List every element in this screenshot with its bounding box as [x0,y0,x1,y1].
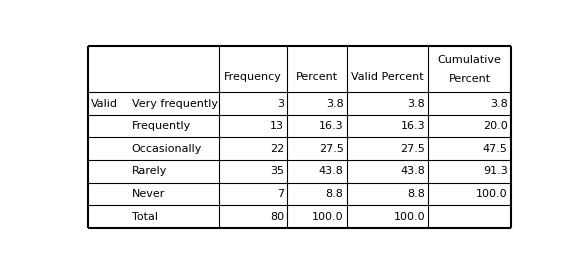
Text: 35: 35 [270,167,284,176]
Text: 100.0: 100.0 [393,212,425,222]
Text: 27.5: 27.5 [400,144,425,154]
Text: Never: Never [132,189,165,199]
Text: 3.8: 3.8 [326,98,343,108]
Text: 3.8: 3.8 [490,98,508,108]
Text: Frequently: Frequently [132,121,191,131]
Text: Percent: Percent [448,74,491,84]
Text: 16.3: 16.3 [401,121,425,131]
Text: Very frequently: Very frequently [132,98,218,108]
Text: 8.8: 8.8 [326,189,343,199]
Text: Cumulative: Cumulative [437,55,502,65]
Text: Occasionally: Occasionally [132,144,202,154]
Text: 43.8: 43.8 [318,167,343,176]
Text: 100.0: 100.0 [312,212,343,222]
Text: 16.3: 16.3 [319,121,343,131]
Text: 3.8: 3.8 [407,98,425,108]
Text: 8.8: 8.8 [407,189,425,199]
Text: Valid: Valid [92,98,118,108]
Text: Frequency: Frequency [224,72,282,82]
Text: 7: 7 [277,189,284,199]
Text: 27.5: 27.5 [318,144,343,154]
Text: Percent: Percent [296,72,338,82]
Text: 100.0: 100.0 [476,189,508,199]
Text: 47.5: 47.5 [483,144,508,154]
Text: Valid Percent: Valid Percent [351,72,424,82]
Text: 43.8: 43.8 [400,167,425,176]
Text: 20.0: 20.0 [483,121,508,131]
Text: 22: 22 [270,144,284,154]
Text: Total: Total [132,212,158,222]
Text: 80: 80 [270,212,284,222]
Text: Rarely: Rarely [132,167,167,176]
Text: 91.3: 91.3 [483,167,508,176]
Text: 3: 3 [277,98,284,108]
Text: 13: 13 [270,121,284,131]
